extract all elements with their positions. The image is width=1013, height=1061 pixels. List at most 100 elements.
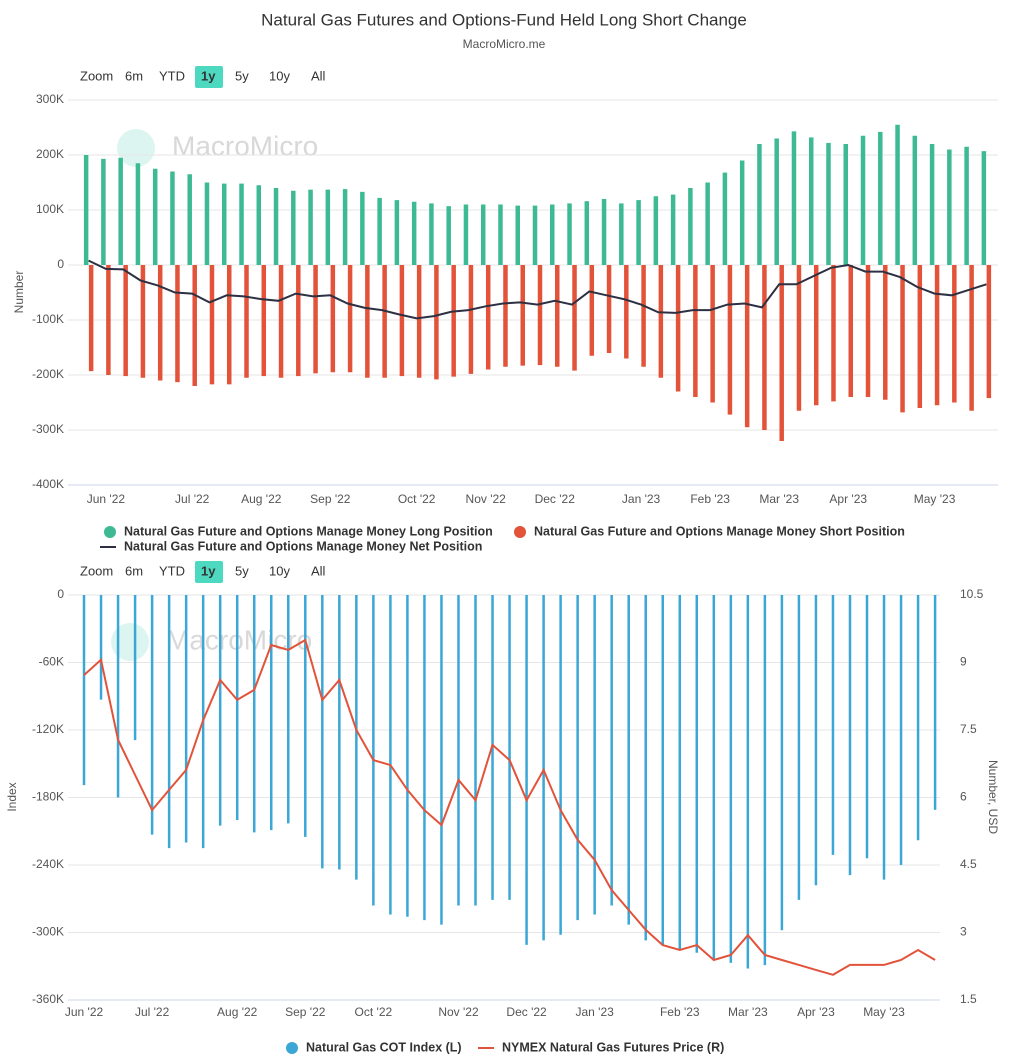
zoom-selected[interactable]	[195, 66, 223, 88]
bar	[865, 595, 869, 859]
bar	[969, 265, 974, 411]
bar	[947, 149, 952, 265]
zoom-button[interactable]: 6m	[125, 68, 143, 83]
zoom-button[interactable]: 5y	[235, 563, 249, 578]
bar	[235, 595, 239, 820]
x-tick-label: Apr '23	[797, 1005, 835, 1019]
bar	[763, 595, 767, 966]
bar	[589, 265, 595, 356]
bar	[705, 182, 710, 265]
bar	[140, 265, 146, 378]
bar	[365, 265, 370, 378]
zoom-button[interactable]: 10y	[269, 563, 290, 578]
bar	[695, 595, 699, 953]
bar	[429, 203, 434, 265]
zoom-label: Zoom	[80, 68, 113, 83]
y-tick-label: -180K	[32, 790, 64, 804]
legend-label: Natural Gas Future and Options Manage Mo…	[124, 539, 482, 553]
bar	[244, 265, 249, 378]
x-tick-label: Dec '22	[506, 1005, 547, 1019]
bar	[744, 265, 750, 428]
legend-marker	[286, 1042, 298, 1054]
bar	[321, 595, 324, 869]
bar	[463, 204, 469, 265]
bar	[780, 595, 784, 931]
bar	[416, 265, 422, 378]
bar	[192, 265, 197, 386]
zoom-selected[interactable]	[195, 561, 223, 583]
x-tick-label: Jul '22	[175, 492, 210, 506]
bar	[118, 157, 123, 265]
bar	[567, 203, 572, 265]
bar	[813, 265, 819, 406]
y2-tick-label: 6	[960, 790, 967, 804]
bar	[791, 131, 797, 265]
watermark-icon	[111, 623, 149, 661]
bar	[99, 595, 103, 700]
bar	[619, 203, 624, 265]
bar	[900, 265, 905, 413]
bar	[559, 595, 562, 935]
zoom-button[interactable]: All	[311, 563, 326, 578]
y-tick-label: -300K	[32, 422, 64, 436]
bar	[175, 265, 180, 383]
bar	[330, 265, 336, 373]
x-tick-label: Nov '22	[466, 492, 507, 506]
bar	[434, 265, 439, 380]
bar	[273, 188, 279, 265]
bar	[675, 265, 681, 392]
bar	[167, 595, 171, 849]
zoom-button[interactable]: YTD	[159, 68, 185, 83]
bar	[693, 265, 698, 397]
bar	[218, 595, 222, 826]
bar	[624, 265, 629, 359]
bar	[555, 265, 560, 367]
bar	[912, 135, 918, 265]
bar	[106, 265, 111, 375]
zoom-button[interactable]: 6m	[125, 563, 143, 578]
y2-axis-title: Number, USD	[986, 760, 1000, 834]
x-tick-label: Aug '22	[217, 1005, 258, 1019]
bar	[572, 265, 577, 371]
bar	[399, 265, 405, 377]
x-tick-label: Mar '23	[759, 492, 799, 506]
zoom-button[interactable]: All	[311, 68, 326, 83]
bar	[347, 265, 353, 373]
x-tick-label: Aug '22	[241, 492, 282, 506]
x-tick-label: Dec '22	[535, 492, 576, 506]
zoom-button[interactable]: YTD	[159, 563, 185, 578]
bar	[550, 204, 555, 265]
bar	[123, 265, 128, 377]
zoom-button[interactable]: 5y	[235, 68, 249, 83]
x-tick-label: Jun '22	[87, 492, 126, 506]
bar	[221, 183, 227, 265]
bar	[934, 265, 940, 406]
bar	[338, 595, 341, 870]
watermark: MacroMicro	[166, 624, 312, 655]
y-tick-label: -400K	[32, 477, 64, 491]
title: Natural Gas Futures and Options-Fund Hel…	[261, 10, 747, 29]
legend-label: Natural Gas COT Index (L)	[306, 1040, 462, 1054]
legend-label: NYMEX Natural Gas Futures Price (R)	[502, 1040, 724, 1054]
zoom-button[interactable]: 10y	[269, 68, 290, 83]
bar	[831, 265, 836, 402]
bar	[406, 595, 409, 917]
bar	[712, 595, 716, 960]
bar	[291, 190, 296, 265]
y-tick-label: 0	[57, 587, 64, 601]
bar	[325, 189, 331, 265]
bar	[474, 595, 477, 906]
bar	[981, 151, 987, 265]
zoom-button[interactable]: 1y	[201, 563, 216, 578]
bar	[933, 595, 937, 810]
bar	[269, 595, 273, 831]
bar	[606, 265, 612, 353]
legend-label: Natural Gas Future and Options Manage Mo…	[534, 524, 905, 538]
y-tick-label: -240K	[32, 857, 64, 871]
bar	[762, 265, 767, 430]
bar	[848, 265, 854, 397]
y2-tick-label: 4.5	[960, 857, 977, 871]
bar	[468, 265, 474, 374]
zoom-button[interactable]: 1y	[201, 68, 216, 83]
zoom-label: Zoom	[80, 563, 113, 578]
